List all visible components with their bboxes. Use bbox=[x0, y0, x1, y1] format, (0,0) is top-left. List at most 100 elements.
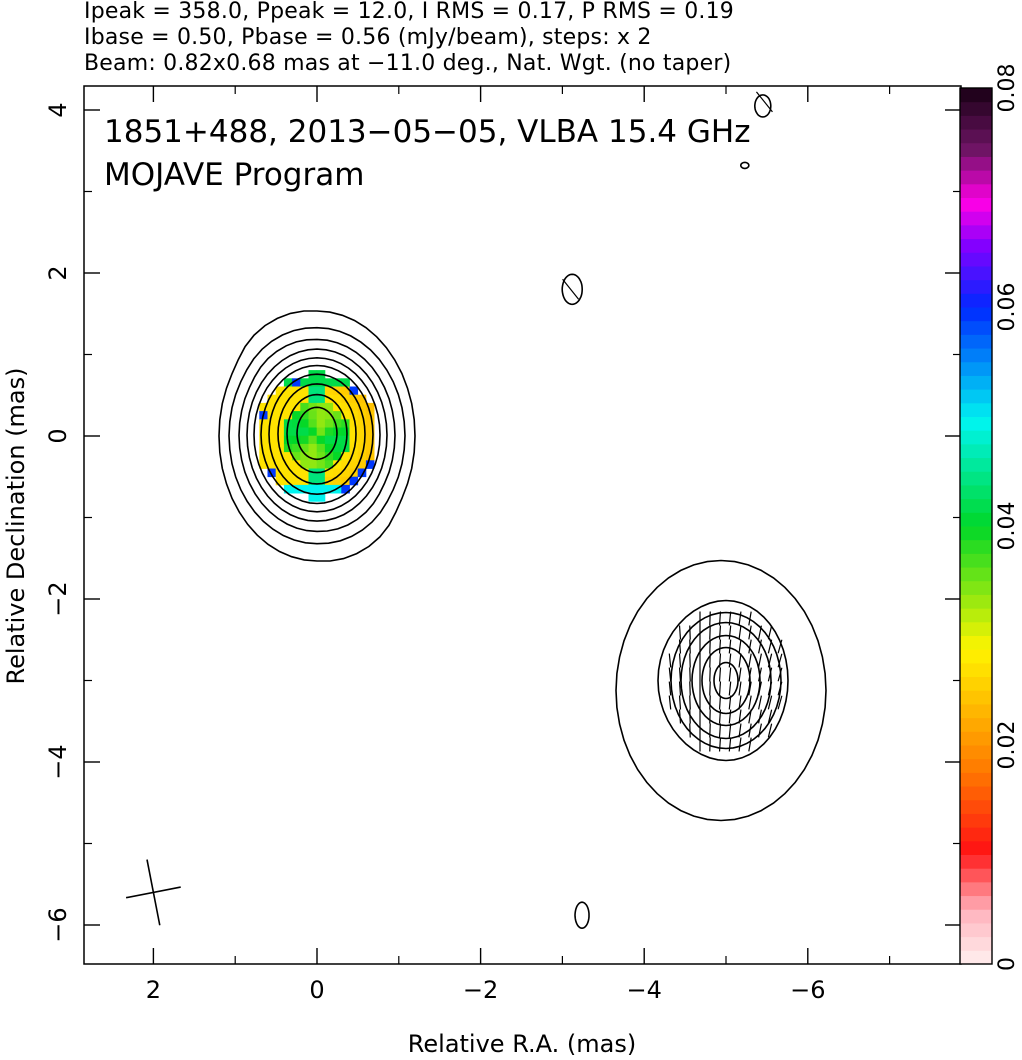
colorbar-band bbox=[960, 129, 992, 144]
pol-pixel bbox=[275, 411, 285, 420]
pol-pixel bbox=[292, 435, 301, 445]
y-tick-label: 4 bbox=[44, 102, 72, 117]
colorbar-band bbox=[960, 211, 992, 226]
x-axis-ticks: 2 0 −2 −4 −6 bbox=[146, 86, 891, 1004]
colorbar-band bbox=[960, 334, 992, 349]
pol-vector bbox=[748, 625, 752, 640]
colorbar-band bbox=[960, 745, 992, 760]
core-contour bbox=[253, 356, 381, 513]
colorbar-band bbox=[960, 170, 992, 185]
pol-pixel bbox=[259, 419, 268, 428]
pol-vector bbox=[718, 695, 722, 710]
colorbar-band bbox=[960, 156, 992, 171]
pol-pixel bbox=[267, 394, 277, 404]
colorbar-band bbox=[960, 662, 992, 678]
pol-vector bbox=[668, 695, 672, 710]
pol-vector bbox=[755, 91, 773, 113]
pol-vector bbox=[767, 653, 773, 668]
pol-pixel bbox=[324, 427, 334, 437]
colorbar-band bbox=[960, 950, 992, 965]
colorbar-band bbox=[960, 498, 992, 513]
pol-pixel bbox=[283, 378, 293, 387]
pol-pixel bbox=[300, 468, 309, 478]
pol-pixel bbox=[259, 435, 268, 445]
pol-vector bbox=[748, 681, 752, 696]
pol-pixel bbox=[283, 402, 293, 412]
pol-vector bbox=[767, 723, 773, 738]
jet-contour bbox=[657, 599, 789, 762]
colorbar-band bbox=[960, 402, 992, 417]
colorbar-band bbox=[960, 840, 992, 855]
pol-vector bbox=[728, 667, 732, 682]
pol-pixel bbox=[308, 386, 318, 396]
colorbar-band bbox=[960, 512, 992, 527]
colorbar-band bbox=[960, 594, 992, 609]
y-axis-ticks: 4 2 0 −2 −4 −6 bbox=[44, 102, 961, 943]
colorbar-tick-label: 0 bbox=[995, 957, 1020, 971]
pol-vector bbox=[728, 709, 732, 724]
polarization-vectors bbox=[562, 91, 783, 752]
pol-pixel bbox=[357, 468, 367, 478]
pol-pixel bbox=[308, 419, 318, 428]
pol-pixel bbox=[267, 402, 277, 412]
pol-pixel bbox=[300, 443, 309, 453]
colorbar-band bbox=[960, 348, 992, 363]
pol-pixel bbox=[300, 427, 309, 437]
x-axis-label: Relative R.A. (mas) bbox=[407, 1030, 637, 1058]
colorbar-band bbox=[960, 183, 992, 198]
pol-vector bbox=[668, 667, 672, 682]
colorbar-band bbox=[960, 430, 992, 445]
x-tick-label: −2 bbox=[463, 976, 498, 1004]
pol-pixel bbox=[292, 378, 301, 387]
pol-vector bbox=[748, 695, 752, 710]
pol-pixel bbox=[349, 394, 359, 404]
pol-pixel bbox=[316, 427, 326, 437]
colorbar-band bbox=[960, 416, 992, 431]
pol-pixel bbox=[300, 452, 309, 461]
pol-pixel bbox=[357, 402, 367, 412]
x-tick-label: −6 bbox=[790, 976, 825, 1004]
pol-pixel bbox=[300, 378, 309, 387]
pol-pixel bbox=[316, 452, 326, 461]
pol-vector bbox=[718, 611, 722, 626]
colorbar-band bbox=[960, 361, 992, 376]
pol-pixel bbox=[283, 452, 293, 461]
noise-contour bbox=[561, 273, 584, 306]
core-contour bbox=[228, 326, 406, 545]
pol-pixel bbox=[308, 476, 318, 486]
pol-pixel bbox=[308, 378, 318, 387]
core-contour bbox=[246, 348, 388, 522]
pol-vector bbox=[748, 653, 752, 668]
pol-vector bbox=[767, 625, 773, 640]
pol-pixel bbox=[308, 452, 318, 461]
pol-pixel bbox=[292, 443, 301, 453]
header-line-2: Ibase = 0.50, Pbase = 0.56 (mJy/beam), s… bbox=[84, 25, 652, 50]
pol-pixel bbox=[316, 476, 326, 486]
pol-vector bbox=[728, 611, 732, 626]
pol-pixel bbox=[349, 386, 359, 396]
colorbar-band bbox=[960, 142, 992, 157]
colorbar-band bbox=[960, 731, 992, 746]
pol-pixel bbox=[275, 460, 285, 469]
pol-vector bbox=[748, 639, 752, 654]
colorbar-band bbox=[960, 375, 992, 390]
noise-contour bbox=[740, 161, 750, 170]
y-axis-label: Relative Declination (mas) bbox=[2, 367, 30, 685]
pol-pixel bbox=[283, 386, 293, 396]
colorbar-band bbox=[960, 115, 992, 130]
pol-pixel bbox=[292, 402, 301, 412]
pol-pixel bbox=[267, 427, 277, 437]
pol-pixel bbox=[341, 378, 350, 387]
y-tick-label: −6 bbox=[44, 907, 72, 942]
pol-pixel bbox=[333, 402, 342, 412]
pol-pixel bbox=[349, 419, 359, 428]
pol-vector bbox=[777, 653, 783, 668]
pol-pixel bbox=[324, 386, 334, 396]
colorbar-tick-label: 0.08 bbox=[995, 64, 1020, 113]
pol-pixel bbox=[349, 460, 359, 469]
pol-vector bbox=[738, 695, 742, 710]
pol-pixel bbox=[292, 468, 301, 478]
colorbar-tick-label: 0.06 bbox=[995, 283, 1020, 332]
pol-vector bbox=[758, 695, 762, 710]
beam-minor-axis bbox=[125, 886, 181, 899]
